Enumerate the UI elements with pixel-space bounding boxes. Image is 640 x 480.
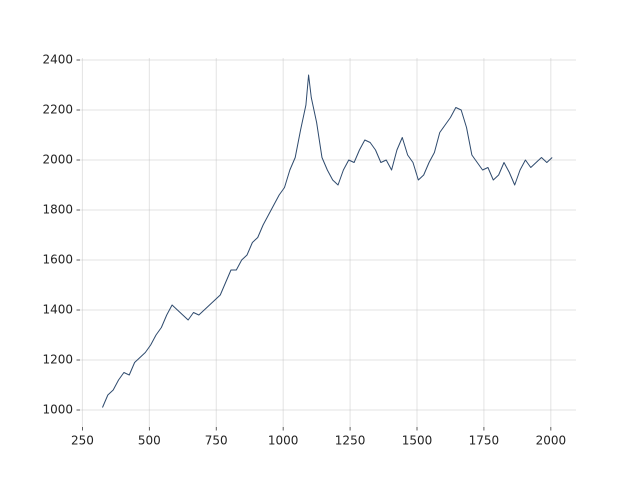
y-tick-label: 1000: [42, 403, 73, 417]
x-tick-label: 2000: [536, 434, 567, 448]
y-tick-label: 1600: [42, 253, 73, 267]
x-tick-label: 250: [71, 434, 94, 448]
y-tick-label: 2000: [42, 153, 73, 167]
y-tick-label: 2400: [42, 53, 73, 67]
y-tick-label: 2200: [42, 103, 73, 117]
data-line: [102, 74, 553, 408]
x-tick-label: 500: [138, 434, 161, 448]
x-tick-label: 1250: [335, 434, 366, 448]
x-tick-label: 1750: [469, 434, 500, 448]
x-tick-label: 1500: [402, 434, 433, 448]
y-tick-label: 1800: [42, 203, 73, 217]
y-tick-label: 1200: [42, 353, 73, 367]
x-tick-label: 1000: [268, 434, 299, 448]
y-tick-label: 1400: [42, 303, 73, 317]
x-tick-label: 750: [205, 434, 228, 448]
